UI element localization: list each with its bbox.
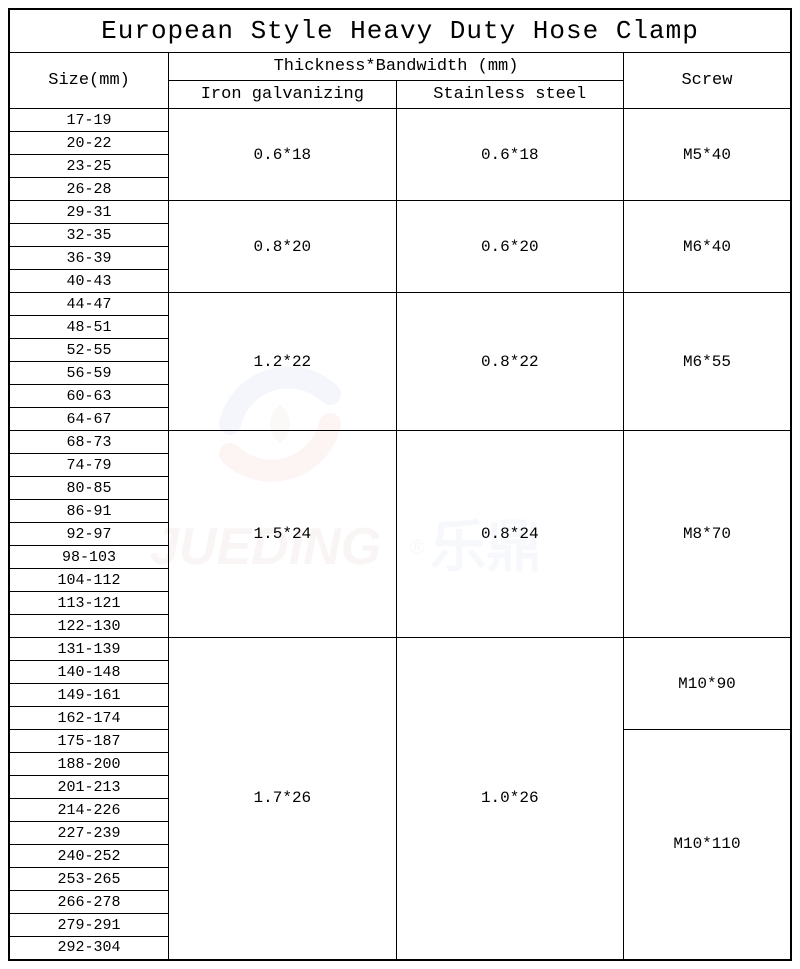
size-cell: 29-31 (9, 201, 169, 224)
stainless-cell: 0.8*24 (396, 431, 623, 638)
screw-cell: M10*110 (623, 730, 791, 960)
size-cell: 17-19 (9, 109, 169, 132)
table-title: European Style Heavy Duty Hose Clamp (9, 9, 791, 53)
size-cell: 140-148 (9, 661, 169, 684)
size-cell: 92-97 (9, 523, 169, 546)
size-cell: 36-39 (9, 247, 169, 270)
size-cell: 214-226 (9, 799, 169, 822)
screw-cell: M6*40 (623, 201, 791, 293)
iron-cell: 0.8*20 (169, 201, 396, 293)
size-cell: 253-265 (9, 868, 169, 891)
size-cell: 266-278 (9, 891, 169, 914)
size-cell: 20-22 (9, 132, 169, 155)
header-screw: Screw (623, 53, 791, 109)
iron-cell: 1.7*26 (169, 638, 396, 960)
iron-cell: 0.6*18 (169, 109, 396, 201)
size-cell: 86-91 (9, 500, 169, 523)
size-cell: 227-239 (9, 822, 169, 845)
header-stainless: Stainless steel (396, 81, 623, 109)
size-cell: 98-103 (9, 546, 169, 569)
stainless-cell: 0.8*22 (396, 293, 623, 431)
size-cell: 80-85 (9, 477, 169, 500)
size-cell: 162-174 (9, 707, 169, 730)
screw-cell: M10*90 (623, 638, 791, 730)
table-body: 17-190.6*180.6*18M5*4020-2223-2526-2829-… (9, 109, 791, 960)
header-size: Size(mm) (9, 53, 169, 109)
size-cell: 188-200 (9, 753, 169, 776)
size-cell: 23-25 (9, 155, 169, 178)
size-cell: 201-213 (9, 776, 169, 799)
size-cell: 40-43 (9, 270, 169, 293)
size-cell: 74-79 (9, 454, 169, 477)
screw-cell: M5*40 (623, 109, 791, 201)
size-cell: 56-59 (9, 362, 169, 385)
size-cell: 68-73 (9, 431, 169, 454)
size-cell: 48-51 (9, 316, 169, 339)
iron-cell: 1.2*22 (169, 293, 396, 431)
size-cell: 26-28 (9, 178, 169, 201)
hose-clamp-spec-table: European Style Heavy Duty Hose Clamp Siz… (8, 8, 792, 961)
iron-cell: 1.5*24 (169, 431, 396, 638)
screw-cell: M6*55 (623, 293, 791, 431)
size-cell: 60-63 (9, 385, 169, 408)
header-thickness: Thickness*Bandwidth (mm) (169, 53, 624, 81)
size-cell: 279-291 (9, 914, 169, 937)
size-cell: 149-161 (9, 684, 169, 707)
stainless-cell: 0.6*20 (396, 201, 623, 293)
size-cell: 292-304 (9, 937, 169, 960)
size-cell: 131-139 (9, 638, 169, 661)
header-iron: Iron galvanizing (169, 81, 396, 109)
size-cell: 104-112 (9, 569, 169, 592)
screw-cell: M8*70 (623, 431, 791, 638)
size-cell: 44-47 (9, 293, 169, 316)
size-cell: 52-55 (9, 339, 169, 362)
size-cell: 32-35 (9, 224, 169, 247)
size-cell: 64-67 (9, 408, 169, 431)
size-cell: 175-187 (9, 730, 169, 753)
size-cell: 122-130 (9, 615, 169, 638)
stainless-cell: 1.0*26 (396, 638, 623, 960)
stainless-cell: 0.6*18 (396, 109, 623, 201)
size-cell: 240-252 (9, 845, 169, 868)
size-cell: 113-121 (9, 592, 169, 615)
